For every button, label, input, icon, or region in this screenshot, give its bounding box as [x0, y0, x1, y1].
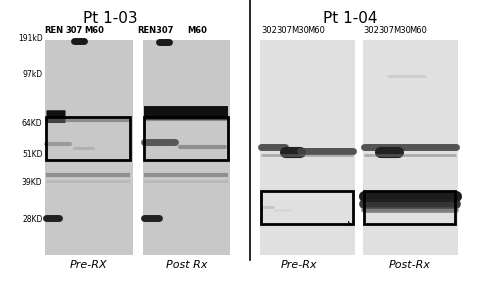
Bar	[142, 40, 230, 255]
Text: 51KD: 51KD	[22, 150, 42, 159]
Text: Pt 1-04: Pt 1-04	[323, 11, 378, 26]
Text: M60: M60	[409, 26, 427, 35]
Text: M30: M30	[291, 26, 309, 35]
Text: M60: M60	[188, 26, 208, 35]
Text: 307: 307	[276, 26, 292, 35]
Text: Pre-Rx: Pre-Rx	[280, 260, 318, 270]
Bar	[45, 40, 132, 255]
Text: M60: M60	[84, 26, 104, 35]
Text: Pt 1-03: Pt 1-03	[82, 11, 138, 26]
Bar	[260, 40, 355, 255]
Text: M30: M30	[393, 26, 411, 35]
Text: M60: M60	[307, 26, 325, 35]
Text: 28KD: 28KD	[22, 215, 42, 224]
Text: 39KD: 39KD	[22, 178, 42, 187]
Bar	[362, 40, 458, 255]
Text: 97kD: 97kD	[22, 70, 42, 80]
Text: 191kD: 191kD	[18, 34, 42, 43]
Text: REN307: REN307	[137, 26, 173, 35]
Bar	[261, 191, 352, 224]
Text: Pre-RX: Pre-RX	[70, 260, 108, 270]
Text: Post-Rx: Post-Rx	[389, 260, 431, 270]
Text: 64KD: 64KD	[22, 119, 42, 128]
Bar	[364, 191, 455, 224]
Text: 307: 307	[378, 26, 394, 35]
Text: Post Rx: Post Rx	[166, 260, 207, 270]
Bar	[144, 117, 228, 160]
Bar	[46, 117, 130, 160]
Text: 302: 302	[363, 26, 379, 35]
Text: 302: 302	[261, 26, 277, 35]
Text: REN: REN	[44, 26, 64, 35]
Text: 307: 307	[66, 26, 82, 35]
